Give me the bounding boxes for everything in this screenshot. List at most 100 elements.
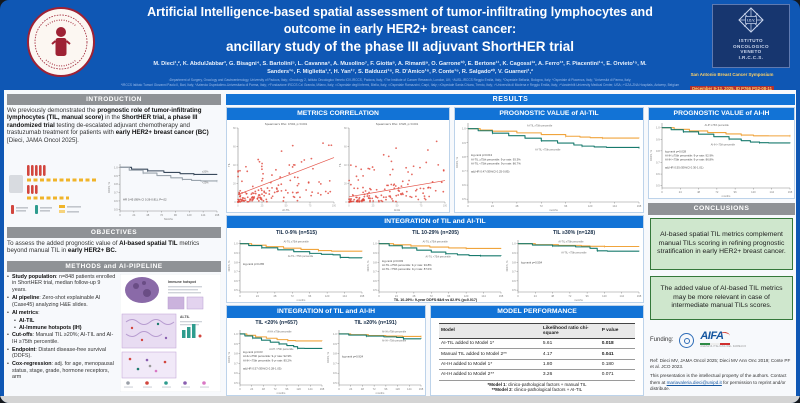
svg-text:log-rank p=0.265: log-rank p=0.265 (243, 262, 265, 266)
svg-text:0.6: 0.6 (373, 279, 377, 283)
svg-text:144: 144 (619, 294, 624, 298)
methods-bullet-list: Study population: n=848 patients enrolle… (7, 274, 116, 381)
svg-text:0.9: 0.9 (114, 174, 118, 178)
integration-ai-ih-title: INTEGRATION of TIL and AI-IH (227, 306, 425, 318)
methods-bullet: AI metrics: (7, 310, 116, 317)
model-table-row: Manual TIL added to Model 2** 4.17 0.041 (439, 348, 635, 360)
iov-name-line4: I.R.C.C.S. (738, 55, 764, 61)
authors-line2: Sanders¹⁶, F. Miglietta¹,², H. Yan¹⁷, S.… (267, 69, 533, 75)
svg-text:DDFS, %: DDFS, % (227, 260, 231, 272)
svg-text:72: 72 (540, 204, 543, 208)
svg-text:Spearman's Rho: 0.504, p<0.001: Spearman's Rho: 0.504, p<0.001 (265, 122, 308, 126)
svg-text:24: 24 (534, 294, 537, 298)
svg-text:AI-IH ≥75th percentile: AI-IH ≥75th percentile (705, 124, 730, 127)
svg-text:96: 96 (734, 190, 737, 194)
svg-text:0.9: 0.9 (512, 251, 516, 255)
svg-text:24: 24 (395, 294, 398, 298)
svg-text:months: months (297, 298, 306, 302)
km-slot-til-30: TIL ≥30% (n=128) 0 24 48 72 96 120 144 168 month… (505, 228, 643, 302)
km-plot-til-0-9: 0 24 48 72 96 120 144 168 months 0.5 0.6 0.7 0.8 0.9 1… (227, 237, 366, 302)
ai-til-label: AI-TIL (180, 315, 190, 319)
methods-bullet: AI-Immune hotspots (IH) (14, 325, 116, 332)
svg-text:0.6: 0.6 (512, 279, 516, 283)
km-slot-til-lt20: TIL <20% (n=657) 0 24 48 72 96 120 144 168 month… (227, 318, 326, 395)
svg-text:48: 48 (697, 190, 700, 194)
km-plot-til-lt20: 0 24 48 72 96 120 144 168 months 0.5 0.6 0.7 0.8 0.9 1… (227, 327, 326, 395)
svg-text:0.8: 0.8 (234, 352, 238, 356)
authors-line1: M. Dieci¹,², K. AbdulJabbar³, G. Bisagni… (153, 61, 647, 67)
immune-hotspot-label: Immune hotspot (168, 280, 197, 284)
svg-text:96: 96 (447, 294, 450, 298)
svg-text:168: 168 (320, 387, 325, 391)
svg-text:0.8: 0.8 (656, 149, 660, 153)
svg-text:AI-IH ≥75th percentile: AI-IH ≥75th percentile (267, 330, 292, 333)
svg-text:TIL: TIL (227, 163, 231, 167)
svg-text:DDFS, %: DDFS, % (366, 260, 370, 272)
svg-text:20: 20 (233, 183, 236, 186)
svg-text:48: 48 (551, 294, 554, 298)
svg-text:0: 0 (378, 294, 380, 298)
svg-text:72: 72 (568, 294, 571, 298)
svg-text:0.8: 0.8 (114, 182, 118, 186)
svg-text:AI-IH <75th percentile: AI-IH <75th percentile (269, 348, 294, 351)
affiliations-line1: ¹Department of Surgery, Oncology and Gas… (168, 78, 632, 82)
model-table-row: AI-IH added to Model 1* 1.80 0.180 (439, 359, 635, 371)
svg-text:25: 25 (261, 205, 264, 208)
objectives-header: OBJECTIVES (7, 227, 221, 238)
svg-text:72: 72 (430, 294, 433, 298)
svg-text:1.0: 1.0 (656, 126, 660, 130)
svg-text:AI-TIL ≥75th percentile: AI-TIL ≥75th percentile (423, 240, 449, 243)
svg-text:months: months (549, 208, 558, 212)
svg-text:25: 25 (372, 205, 375, 208)
funding-label: Funding: (650, 337, 674, 343)
svg-text:months: months (722, 194, 731, 198)
svg-text:48: 48 (361, 387, 364, 391)
svg-text:72: 72 (373, 387, 376, 391)
svg-text:0.8: 0.8 (234, 260, 238, 264)
svg-text:0: 0 (661, 190, 663, 194)
svg-text:24: 24 (491, 204, 494, 208)
svg-text:96: 96 (586, 294, 589, 298)
svg-text:40: 40 (233, 164, 236, 167)
km-subtitle: TIL 0-9% (n=515) (276, 230, 317, 236)
reference-text: Ref: Dieci MV, JAMA Oncol 2025; Dieci MV… (650, 358, 791, 370)
svg-text:168: 168 (419, 387, 424, 391)
svg-text:72: 72 (715, 190, 718, 194)
svg-text:adj HR 0.47 (95%CI 0.25-0.85): adj HR 0.47 (95%CI 0.25-0.85) (471, 170, 509, 174)
svg-text:0.8: 0.8 (333, 352, 337, 356)
svg-text:0.7: 0.7 (234, 361, 238, 365)
university-of-padova-seal (27, 7, 95, 77)
svg-text:0: 0 (237, 205, 239, 208)
km-footer-highlight: TIL 10-29%: 9-year DDFS 93.9 vs 82.9% (p… (393, 297, 478, 302)
svg-text:168: 168 (637, 204, 642, 208)
svg-text:144: 144 (342, 294, 347, 298)
iov-name-line3: VENETO (740, 49, 762, 55)
prognostic-ai-ih-title: PROGNOSTIC VALUE of AI-IH (649, 108, 794, 120)
svg-text:Months: Months (164, 217, 173, 221)
svg-text:0.5: 0.5 (373, 288, 377, 292)
conclusions-header: CONCLUSIONS (648, 203, 795, 215)
svg-text:log-rank p=0.03: log-rank p=0.03 (243, 350, 263, 354)
svg-text:0.6: 0.6 (333, 371, 337, 375)
svg-text:60: 60 (344, 146, 347, 149)
svg-text:Spearman's Rho: 0.526, p<0.001: Spearman's Rho: 0.526, p<0.001 (376, 122, 419, 126)
integration-ai-ih-panel: INTEGRATION of TIL and AI-IH TIL <20% (n… (226, 305, 426, 396)
aifa-subtitle: AGENZIA ITALIANA DEL FARMACO (700, 346, 747, 349)
svg-text:0.5: 0.5 (512, 288, 516, 292)
km-slot-til-ge20: TIL ≥20% (n=191) 0 24 48 72 96 120 144 168 month… (326, 318, 425, 395)
svg-text:0: 0 (239, 294, 241, 298)
svg-text:adj HR 0.57 (95%CI 0.28-1.05): adj HR 0.57 (95%CI 0.28-1.05) (243, 367, 281, 371)
poster-title-line2: outcome in early HER2+ breast cancer: (283, 22, 517, 36)
svg-text:100: 100 (443, 205, 448, 208)
conference-info: San Antonio Breast Cancer Symposium Dece… (672, 72, 792, 95)
svg-text:0.9: 0.9 (333, 342, 337, 346)
svg-text:HR 0.45 (95% CI 0.26-0.81), P=: HR 0.45 (95% CI 0.26-0.81), P=.02 (123, 198, 167, 202)
svg-text:72: 72 (160, 213, 163, 217)
model-table-row: AI-TIL added to Model 1* 5.61 0.018 (439, 338, 635, 350)
scatter-til-vs-ai-ih: Spearman's Rho: 0.526, p<0.001 0 25 50 75 100… (338, 120, 449, 212)
contact-email-link[interactable]: mariavaleria.dieci@unipd.it (666, 379, 722, 385)
svg-text:0.8: 0.8 (462, 155, 466, 159)
svg-text:AI-IH ≥75th percentile: 9-yr r: AI-IH ≥75th percentile: 9-yr rate: 92.9% (665, 153, 714, 157)
svg-text:0: 0 (345, 201, 347, 204)
svg-text:months: months (277, 391, 286, 395)
